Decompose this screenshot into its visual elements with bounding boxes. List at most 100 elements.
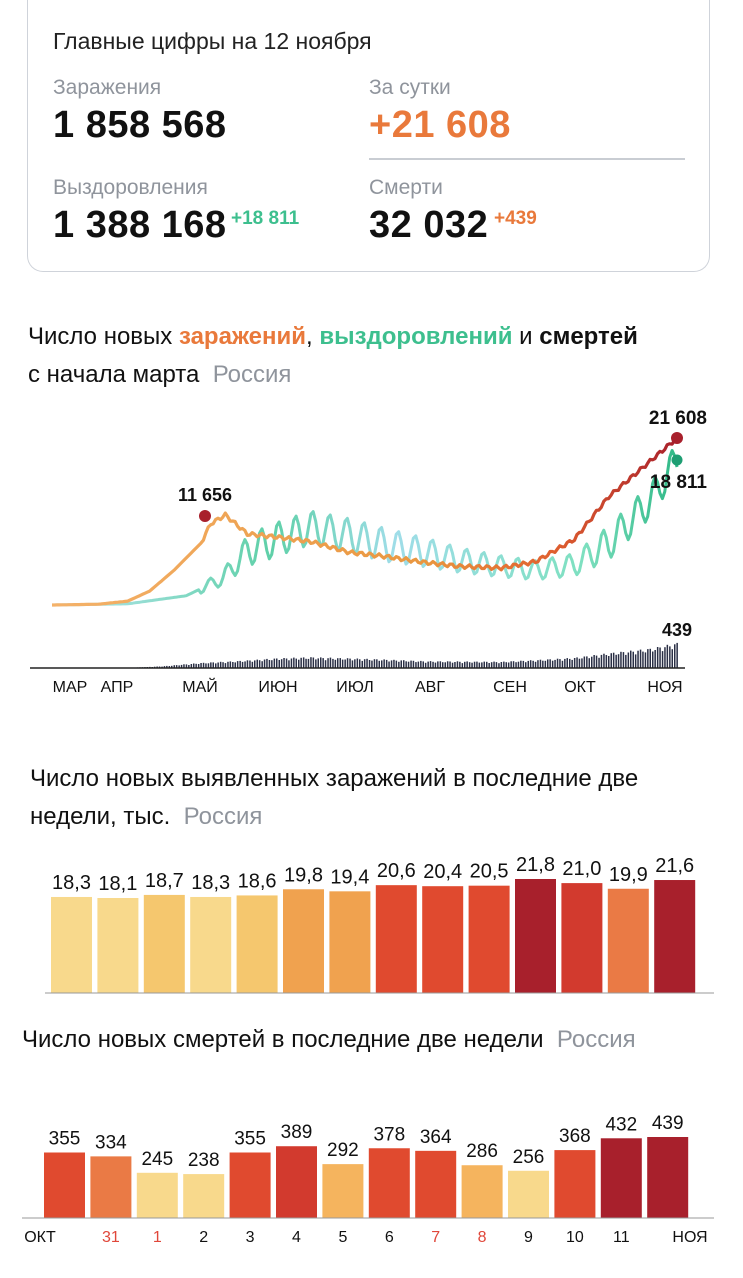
death-day-bar [368, 1148, 410, 1218]
death-bar [532, 660, 534, 668]
death-bar [630, 650, 632, 668]
day-tick-label: 31 [102, 1229, 120, 1246]
death-bar [656, 647, 659, 668]
death-bar [578, 658, 581, 668]
infection-bar-label: 21,8 [516, 854, 555, 876]
death-bar [600, 654, 603, 668]
death-bar [398, 661, 400, 668]
chart3-title-text: Число новых смертей в последние две неде… [22, 1026, 544, 1053]
death-day-bar-label: 355 [49, 1128, 81, 1149]
death-bar [637, 650, 639, 668]
death-day-bar-label: 439 [652, 1113, 684, 1134]
infection-bar [51, 896, 92, 993]
death-bar [276, 658, 278, 668]
death-bar [500, 662, 503, 668]
death-bar [381, 660, 383, 668]
death-bar [654, 650, 656, 668]
death-bar [407, 661, 410, 668]
day-tick-label: 9 [524, 1229, 533, 1246]
death-bar [320, 657, 322, 668]
death-day-bar-label: 292 [327, 1140, 359, 1161]
death-bar [464, 661, 466, 668]
death-day-bar-label: 245 [141, 1149, 173, 1170]
death-bar [207, 663, 210, 668]
death-bar [493, 661, 495, 668]
death-bar [217, 662, 219, 668]
death-bar [329, 657, 332, 668]
death-bar [615, 654, 617, 668]
chart2-title: Число новых выявленных заражений в после… [30, 760, 638, 836]
month-tick-label: ИЮЛ [336, 679, 373, 696]
death-bar [185, 664, 188, 668]
infection-bar [97, 898, 139, 993]
death-bar [400, 660, 402, 668]
line-chart-daily: 11 656 21 608 18 811 439 МАР АПР МАЙ ИЮН ИЮЛ… [30, 408, 707, 696]
death-bar [490, 662, 493, 668]
death-bar [371, 660, 373, 668]
death-bar [534, 661, 537, 668]
death-bar [200, 663, 202, 668]
infections-line [52, 435, 679, 607]
death-bar [576, 657, 578, 668]
death-bar [388, 661, 390, 668]
death-bar [581, 658, 583, 668]
summary-card: Главные цифры на 12 ноября Заражения 1 8… [27, 0, 710, 272]
day-tick-label: НОЯ [672, 1229, 707, 1246]
death-bar [261, 661, 263, 668]
death-bar [403, 660, 405, 668]
death-bar [473, 661, 476, 668]
death-bar [351, 660, 354, 668]
death-bar [498, 663, 500, 668]
death-bar [246, 660, 249, 668]
death-bar [215, 663, 217, 668]
death-bar [551, 660, 554, 668]
death-bar [537, 660, 539, 668]
death-bar [642, 651, 644, 668]
death-bar [669, 646, 671, 668]
death-bar [288, 660, 290, 668]
month-tick-label: МАЙ [182, 677, 218, 696]
death-bar [617, 654, 620, 668]
death-bar [569, 658, 571, 668]
infection-bar-label: 18,3 [191, 872, 230, 894]
death-bar [446, 661, 449, 668]
death-bar [307, 658, 310, 668]
month-tick-label: ОКТ [564, 679, 596, 696]
death-day-bar-label: 389 [281, 1122, 313, 1143]
death-bar [539, 659, 542, 668]
death-bar [322, 658, 324, 668]
death-bar [456, 661, 459, 668]
summary-title: Главные цифры на 12 ноября [53, 28, 372, 54]
death-bar [503, 661, 505, 668]
death-bar [588, 658, 590, 668]
death-bar [612, 652, 615, 668]
infection-bar-label: 19,4 [330, 866, 369, 888]
death-bar [573, 658, 576, 668]
chart1-subtitle: с начала марта [28, 361, 200, 388]
death-bar [202, 662, 205, 668]
recoveries-value: 1 388 168 [53, 204, 227, 246]
infection-bar [190, 896, 232, 993]
death-bar [432, 661, 434, 668]
chart1-title-comma: , [306, 323, 320, 350]
death-bar [620, 651, 622, 668]
death-bar [163, 666, 166, 668]
death-bar [324, 660, 327, 668]
infection-bar-label: 18,7 [145, 870, 184, 892]
death-bar [564, 658, 566, 668]
chart3-region: Россия [556, 1026, 636, 1053]
day-tick-label: 5 [338, 1229, 347, 1246]
death-bar [180, 664, 183, 668]
death-bar [566, 658, 568, 668]
death-bar [666, 644, 669, 668]
death-bar [390, 660, 393, 668]
death-bar [478, 662, 481, 668]
daily-label: За сутки [369, 76, 451, 99]
death-bar [420, 660, 422, 668]
death-bar [622, 652, 625, 668]
death-bar [310, 657, 312, 668]
death-bar [522, 660, 525, 668]
death-bar [278, 660, 280, 668]
infections-value: 1 858 568 [53, 104, 227, 146]
